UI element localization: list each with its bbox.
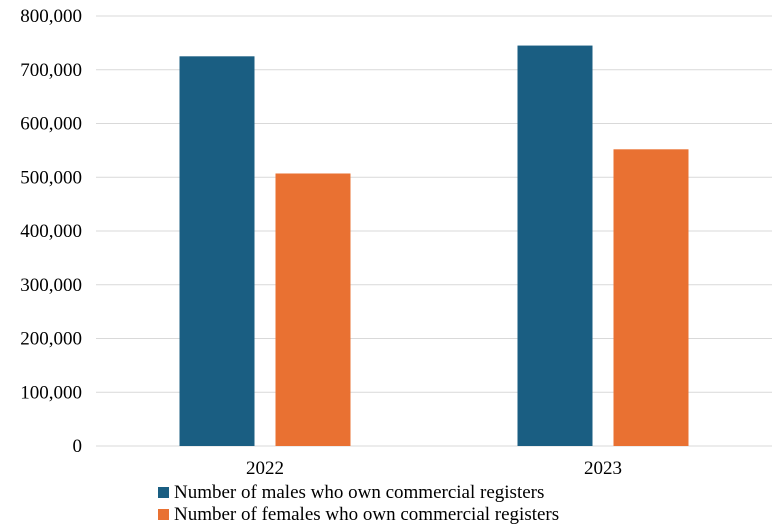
x-tick-label: 2023 [584,458,622,479]
legend-label: Number of females who own commercial reg… [174,504,559,525]
legend: Number of males who own commercial regis… [158,482,559,525]
y-tick-label: 800,000 [20,6,82,27]
y-tick-label: 500,000 [20,167,82,188]
legend-swatch [158,487,169,498]
bar-females-2022 [275,173,351,447]
y-tick-label: 600,000 [20,114,82,135]
x-tick-label: 2022 [246,458,284,479]
bars [179,45,689,447]
bar-males-2022 [179,56,255,446]
bar-females-2023 [613,149,689,447]
y-tick-label: 700,000 [20,60,82,81]
y-tick-label: 400,000 [20,221,82,242]
bar-males-2023 [517,45,593,446]
y-tick-label: 200,000 [20,329,82,350]
x-axis-tick-labels: 2022 2023 [246,458,622,479]
legend-label: Number of males who own commercial regis… [174,482,544,503]
y-axis-tick-labels: 0 100,000 200,000 300,000 400,000 500,000 600,… [20,6,82,457]
legend-swatch [158,509,169,520]
y-tick-label: 300,000 [20,275,82,296]
y-tick-label: 100,000 [20,382,82,403]
y-tick-label: 0 [73,436,83,457]
